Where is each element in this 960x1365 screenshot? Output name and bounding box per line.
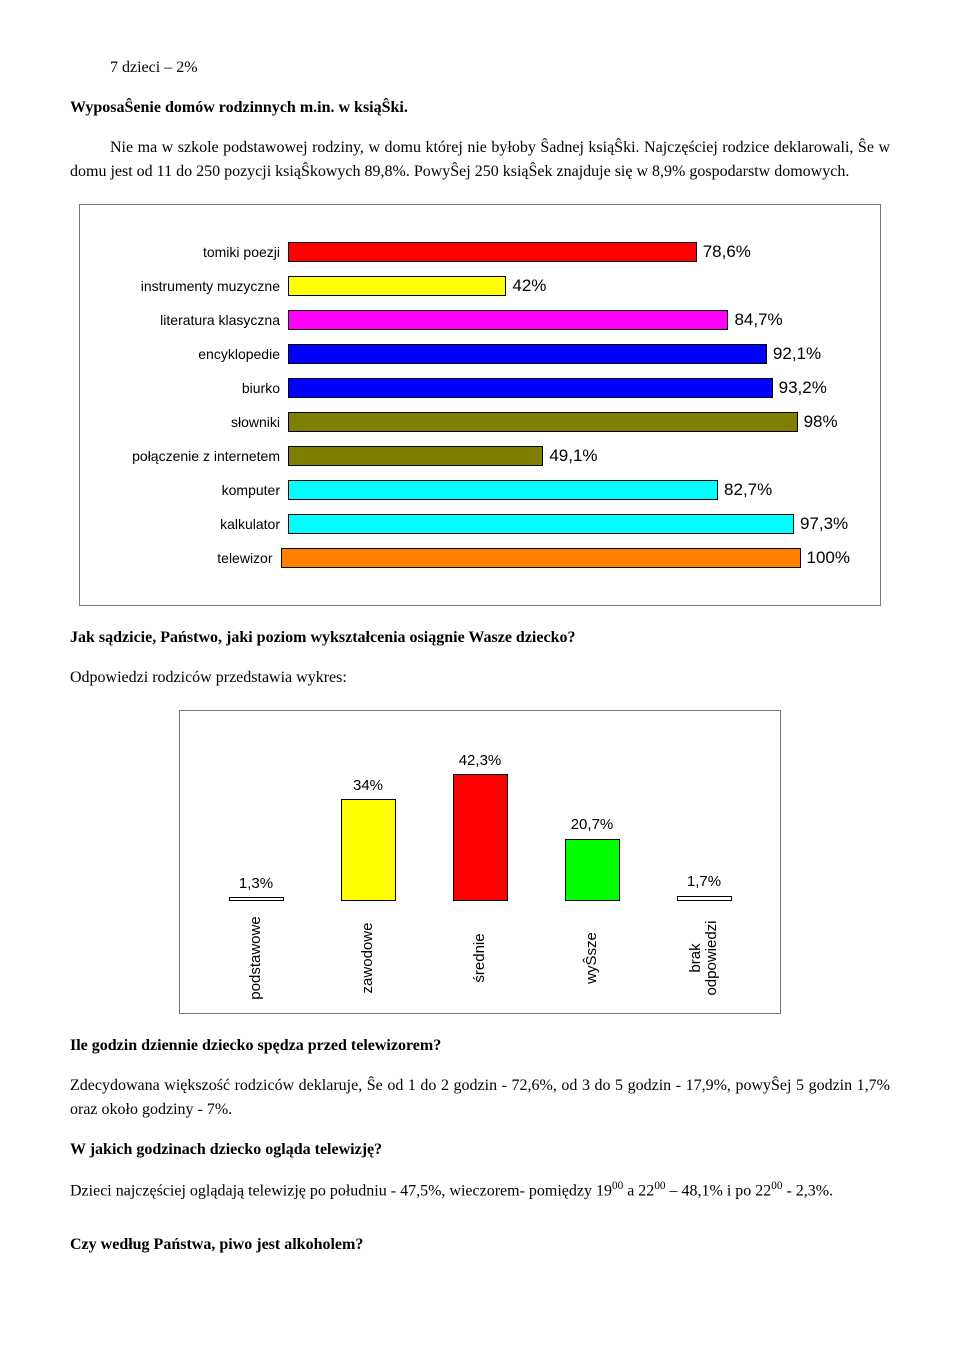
hbar-track: 92,1%	[288, 343, 850, 365]
hbar-value: 97,3%	[794, 511, 848, 537]
vbar-value: 1,3%	[239, 873, 273, 896]
hbar-fill	[288, 344, 767, 364]
paragraph-tv-hours: Zdecydowana większość rodziców deklaruje…	[70, 1074, 890, 1122]
hbar-row: słowniki 98%	[90, 405, 850, 439]
vbar-value: 34%	[353, 775, 383, 798]
hbar-value: 82,7%	[718, 477, 772, 503]
hbar-label: komputer	[90, 480, 288, 501]
hbar-row: komputer 82,7%	[90, 473, 850, 507]
vbar-labels: podstawowezawodoweśredniewyŜszebrakodpow…	[200, 913, 760, 1003]
hbar-row: biurko 93,2%	[90, 371, 850, 405]
heading-tv-hours: Ile godzin dziennie dziecko spędza przed…	[70, 1034, 890, 1058]
hbar-label: literatura klasyczna	[90, 310, 288, 331]
vbar-category-label: wyŜsze	[547, 913, 637, 1003]
hbar-label: instrumenty muzyczne	[90, 276, 288, 297]
hbar-label: biurko	[90, 378, 288, 399]
hbar-value: 92,1%	[767, 341, 821, 367]
hbar-label: telewizor	[90, 548, 281, 569]
hbar-value: 49,1%	[543, 443, 597, 469]
hbar-track: 84,7%	[288, 309, 850, 331]
hbar-label: słowniki	[90, 412, 288, 433]
vbar-col: 34%	[323, 775, 413, 902]
hbar-value: 78,6%	[697, 239, 751, 265]
vbar-fill	[341, 799, 396, 901]
hbar-row: encyklopedie 92,1%	[90, 337, 850, 371]
hbar-track: 49,1%	[288, 445, 850, 467]
vbar-category-label: średnie	[435, 913, 525, 1003]
heading-beer: Czy według Państwa, piwo jest alkoholem?	[70, 1233, 890, 1257]
hbar-fill	[288, 446, 543, 466]
hbar-label: połączenie z internetem	[90, 446, 288, 467]
hbar-fill	[288, 514, 794, 534]
vbar-col: 1,3%	[211, 873, 301, 902]
hbar-track: 93,2%	[288, 377, 850, 399]
context-line: 7 dzieci – 2%	[70, 56, 890, 80]
hbar-label: encyklopedie	[90, 344, 288, 365]
hbar-fill	[288, 242, 697, 262]
hbar-value: 42%	[506, 273, 546, 299]
hbar-track: 100%	[281, 547, 850, 569]
vbar-fill	[229, 897, 284, 901]
vbar-fill	[453, 774, 508, 901]
hbar-label: tomiki poezji	[90, 242, 288, 263]
equipment-chart: tomiki poezji 78,6% instrumenty muzyczne 42…	[79, 204, 881, 606]
paragraph-equipment: Nie ma w szkole podstawowej rodziny, w d…	[70, 136, 890, 184]
hbar-row: tomiki poezji 78,6%	[90, 235, 850, 269]
hbar-fill	[288, 412, 798, 432]
vbar-category-label: podstawowe	[211, 913, 301, 1003]
hbar-fill	[288, 378, 773, 398]
paragraph-education-intro: Odpowiedzi rodziców przedstawia wykres:	[70, 666, 890, 690]
hbar-row: instrumenty muzyczne 42%	[90, 269, 850, 303]
vbar-value: 20,7%	[571, 814, 614, 837]
vbar-category-label: zawodowe	[323, 913, 413, 1003]
hbar-value: 93,2%	[773, 375, 827, 401]
hbar-track: 98%	[288, 411, 850, 433]
hbar-track: 78,6%	[288, 241, 850, 263]
vbar-col: 1,7%	[659, 871, 749, 901]
hbar-value: 100%	[801, 545, 850, 571]
hbar-row: kalkulator 97,3%	[90, 507, 850, 541]
hbar-label: kalkulator	[90, 514, 288, 535]
vbar-fill	[677, 896, 732, 901]
vbar-fill	[565, 839, 620, 901]
heading-education: Jak sądzicie, Państwo, jaki poziom wyksz…	[70, 626, 890, 650]
vbar-area: 1,3% 34% 42,3% 20,7% 1,7%	[200, 731, 760, 901]
hbar-track: 42%	[288, 275, 850, 297]
vbar-value: 1,7%	[687, 871, 721, 894]
heading-tv-time: W jakich godzinach dziecko ogląda telewi…	[70, 1138, 890, 1162]
hbar-fill	[288, 480, 718, 500]
hbar-fill	[288, 310, 728, 330]
hbar-value: 98%	[798, 409, 838, 435]
paragraph-tv-time: Dzieci najczęściej oglądają telewizję po…	[70, 1178, 890, 1203]
paragraph-equipment-text: Nie ma w szkole podstawowej rodziny, w d…	[70, 139, 890, 180]
hbar-row: telewizor 100%	[90, 541, 850, 575]
vbar-value: 42,3%	[459, 750, 502, 773]
hbar-fill	[288, 276, 506, 296]
hbar-track: 82,7%	[288, 479, 850, 501]
vbar-col: 20,7%	[547, 814, 637, 901]
hbar-value: 84,7%	[728, 307, 782, 333]
heading-equipment: WyposaŜenie domów rodzinnych m.in. w ksi…	[70, 96, 890, 120]
vbar-col: 42,3%	[435, 750, 525, 901]
vbar-category-label: brakodpowiedzi	[659, 913, 749, 1003]
education-chart: 1,3% 34% 42,3% 20,7% 1,7% podstawowezawodoweś…	[179, 710, 781, 1014]
hbar-track: 97,3%	[288, 513, 850, 535]
hbar-fill	[281, 548, 801, 568]
hbar-row: połączenie z internetem 49,1%	[90, 439, 850, 473]
hbar-row: literatura klasyczna 84,7%	[90, 303, 850, 337]
